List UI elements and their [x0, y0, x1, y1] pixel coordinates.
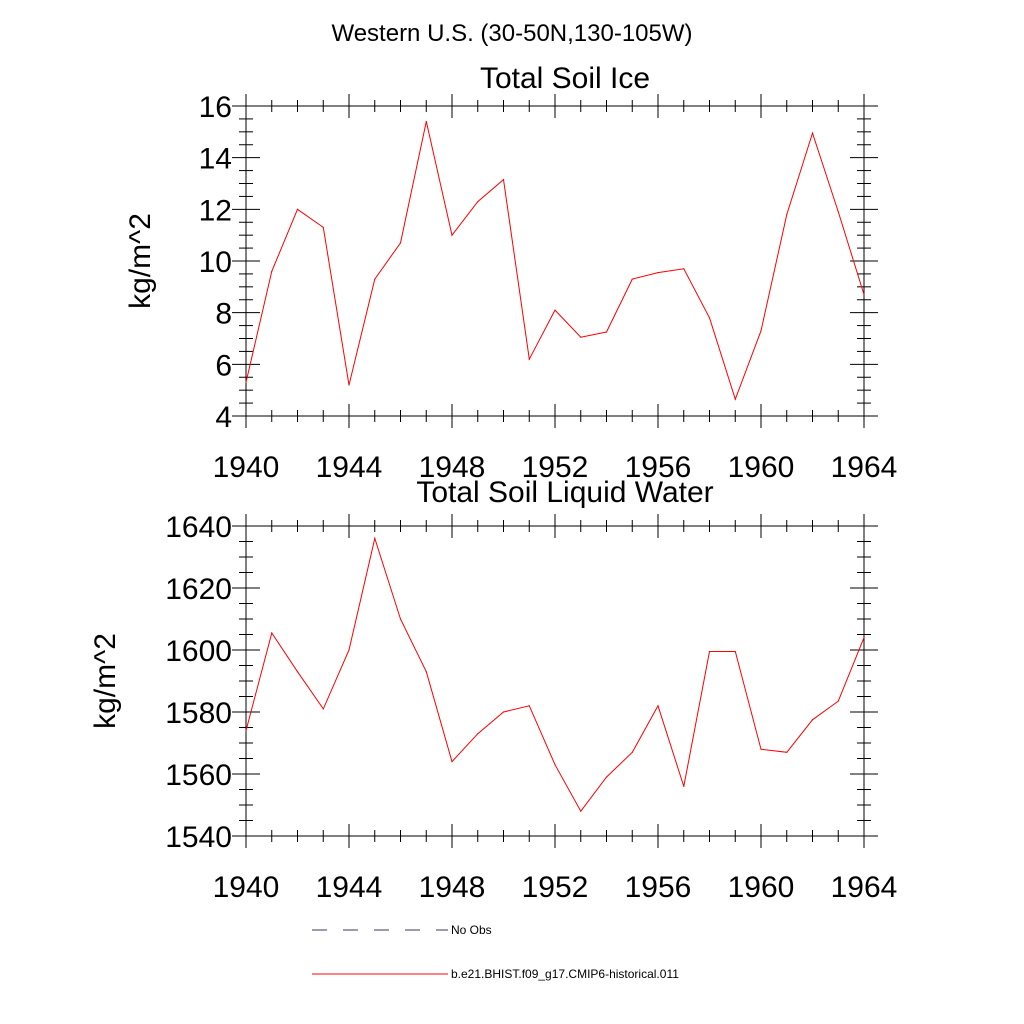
panel-total-soil-liquid-water: Total Soil Liquid Water kg/m^2 1940 1944 194…	[89, 476, 897, 904]
data-point	[811, 719, 814, 721]
legend: No Obs b.e21.BHIST.f09_g17.CMIP6-histori…	[312, 923, 679, 981]
x-tick-label: 1960	[728, 451, 795, 484]
panel-title: Total Soil Ice	[480, 62, 650, 95]
data-point	[580, 336, 582, 338]
data-point	[554, 764, 556, 766]
y-tick-label: 12	[199, 194, 232, 227]
y-tick-label: 10	[199, 246, 232, 279]
data-point	[245, 730, 247, 732]
data-point	[296, 671, 299, 673]
x-tick-label: 1952	[522, 451, 589, 484]
data-point	[374, 537, 376, 540]
figure-suptitle: Western U.S. (30-50N,130-105W)	[331, 20, 692, 47]
data-point	[657, 705, 659, 707]
data-point	[271, 632, 273, 634]
data-point	[837, 700, 839, 702]
series-line	[245, 536, 865, 813]
data-point	[502, 179, 505, 181]
panel-total-soil-ice: Total Soil Ice kg/m^2 1940 1944 1948 1952 1956…	[124, 62, 897, 484]
y-tick-label: 1600	[165, 635, 232, 668]
data-point	[863, 293, 865, 296]
data-point	[348, 384, 350, 386]
data-point	[399, 618, 402, 620]
y-tick-label: 1620	[165, 573, 232, 606]
data-point	[631, 751, 633, 753]
data-point	[348, 649, 350, 651]
data-point	[451, 761, 453, 763]
data-point	[477, 200, 479, 203]
legend-model-label: b.e21.BHIST.f09_g17.CMIP6-historical.011	[451, 967, 679, 981]
data-point	[528, 358, 530, 360]
series-line	[245, 121, 865, 401]
y-tick-label: 1560	[165, 759, 232, 792]
data-point	[528, 705, 530, 707]
data-point	[399, 242, 402, 244]
x-tick-label: 1948	[419, 871, 486, 904]
plot-frame	[245, 105, 865, 417]
y-axis-label: kg/m^2	[89, 633, 122, 729]
y-tick-label: 4	[215, 401, 232, 434]
data-point	[734, 650, 736, 653]
x-tick-label: 1944	[316, 871, 383, 904]
y-tick-label: 1580	[165, 697, 232, 730]
y-tick-label: 16	[199, 91, 232, 124]
data-point	[502, 711, 505, 713]
data-point	[605, 331, 608, 333]
y-tick-label: 8	[215, 298, 232, 331]
data-point	[322, 226, 324, 229]
data-point	[322, 708, 324, 710]
data-point	[786, 751, 788, 753]
data-point	[863, 637, 865, 639]
data-point	[708, 317, 711, 319]
x-tick-label: 1940	[213, 871, 280, 904]
data-point	[245, 381, 247, 384]
data-point	[425, 671, 427, 673]
x-tick-label: 1940	[213, 451, 280, 484]
data-point	[683, 785, 685, 788]
data-point	[760, 748, 762, 750]
x-tick-label: 1960	[728, 871, 795, 904]
data-point	[605, 776, 608, 778]
data-point	[271, 270, 273, 272]
legend-no-obs-label: No Obs	[451, 923, 492, 937]
x-tick-label: 1964	[831, 451, 898, 484]
data-point	[296, 208, 299, 210]
y-tick-label: 6	[215, 349, 232, 382]
data-point	[631, 278, 633, 280]
data-point	[425, 120, 427, 123]
data-point	[657, 272, 659, 274]
x-tick-label: 1956	[625, 451, 692, 484]
data-point	[580, 810, 582, 812]
x-tick-label: 1964	[831, 871, 898, 904]
data-point	[477, 733, 479, 735]
y-tick-label: 14	[199, 143, 232, 176]
data-point	[451, 234, 453, 236]
panel-title: Total Soil Liquid Water	[416, 476, 713, 509]
y-axis-label: kg/m^2	[124, 213, 157, 309]
data-point	[683, 268, 685, 270]
data-point	[374, 278, 376, 280]
x-tick-label: 1944	[316, 451, 383, 484]
data-point	[734, 398, 736, 400]
x-tick-label: 1956	[625, 871, 692, 904]
data-point	[786, 213, 788, 216]
plot-frame	[245, 525, 865, 837]
data-point	[708, 650, 711, 653]
data-point	[837, 211, 839, 213]
x-tick-label: 1948	[419, 451, 486, 484]
data-point	[554, 309, 556, 311]
data-point	[760, 330, 762, 332]
x-tick-label: 1952	[522, 871, 589, 904]
y-tick-label: 1540	[165, 821, 232, 854]
data-point	[811, 132, 814, 134]
y-tick-label: 1640	[165, 511, 232, 544]
